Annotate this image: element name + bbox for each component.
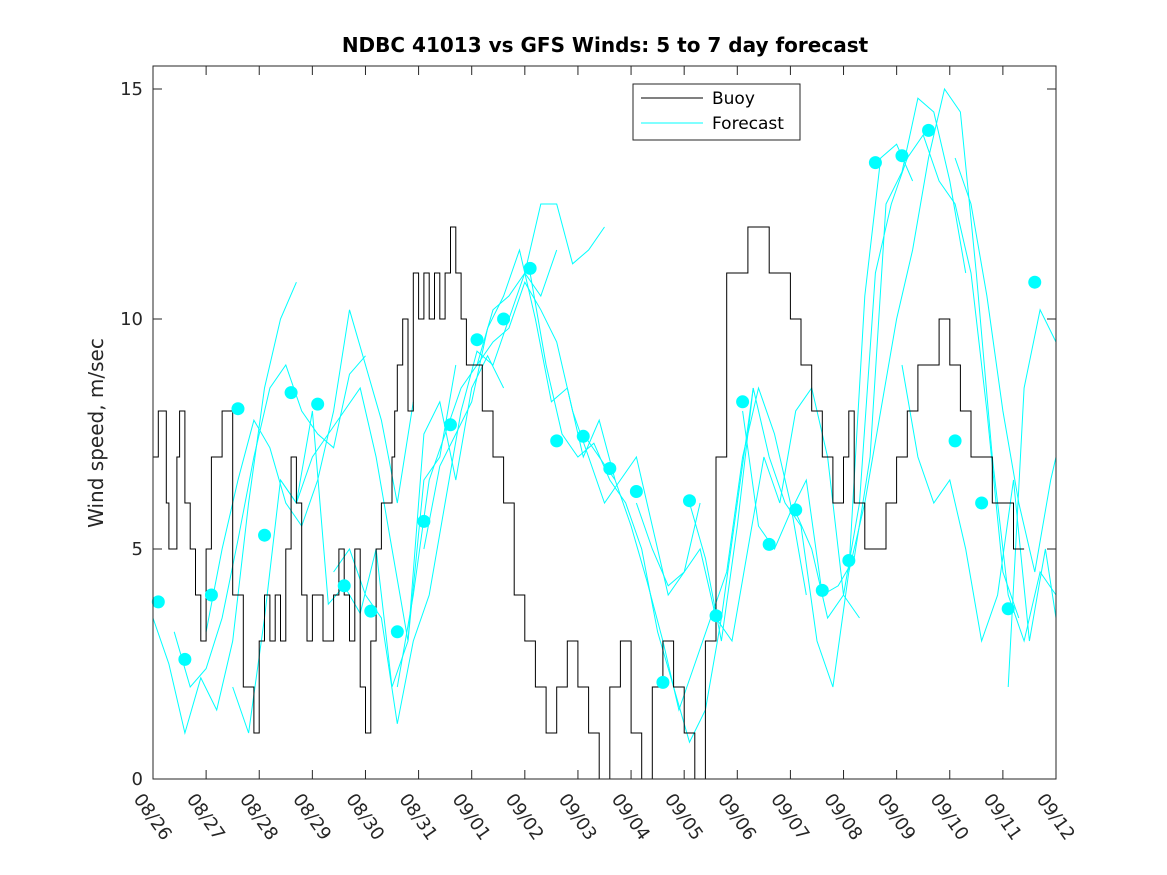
forecast-run-line-15 [848,87,1057,643]
forecast-point [576,429,590,443]
forecast-point [523,261,537,275]
forecast-run-line-6 [396,203,605,688]
buoy-series [153,226,1025,780]
forecast-point [868,156,882,170]
axes-box [152,65,1057,780]
forecast-point [975,496,989,510]
forecast-point [815,583,829,597]
forecast-run-line-17 [954,157,1057,573]
forecast-point [948,434,962,448]
forecast-point [922,123,936,137]
forecast-point [364,604,378,618]
forecast-point [284,386,298,400]
forecast-run-line-2 [205,309,414,632]
forecast-run-line-18 [1007,308,1057,688]
forecast-run-line-7 [423,248,616,550]
forecast-point [390,625,404,639]
forecast-point [762,537,776,551]
forecast-point [682,494,696,508]
y-tick-label: 10 [120,309,143,330]
legend-buoy-label: Buoy [712,89,755,109]
y-tick-label: 5 [132,539,143,560]
forecast-run-line-1 [173,355,366,689]
buoy-line [153,226,1025,780]
forecast-point [470,333,484,347]
forecast-run-line-5 [333,249,558,724]
forecast-point [603,462,617,475]
forecast-run-line-8 [476,281,701,597]
plot-area [153,66,1056,779]
forecast-point [1001,602,1015,616]
forecast-point [550,434,564,448]
forecast-point [231,402,245,416]
chart-title: NDBC 41013 vs GFS Winds: 5 to 7 day fore… [342,33,869,57]
forecast-run-line-9 [529,272,754,744]
forecast-run-line-12 [689,143,914,688]
legend-forecast-label: Forecast [712,114,784,134]
legend-box [632,83,801,141]
forecast-point [443,418,457,432]
forecast-point [497,312,511,326]
forecast-point [736,395,750,409]
y-axis-label: Wind speed, m/sec [84,338,108,528]
forecast-point [258,528,272,542]
y-tick-label: 0 [132,769,143,790]
forecast-run-line-16 [901,364,1057,643]
forecast-point [629,485,643,498]
forecast-point [417,514,431,528]
forecast-point [204,588,218,602]
legend: Buoy Forecast [632,83,801,141]
forecast-points [151,123,1042,689]
y-axis: 0 5 10 15 [120,79,1056,790]
y-tick-label: 15 [120,79,143,100]
forecast-point [789,503,803,517]
forecast-point [311,397,325,411]
forecast-point [656,675,670,689]
forecast-point [1028,275,1042,289]
forecast-point [709,609,723,623]
forecast-point [337,579,351,593]
forecast-run-line-3 [232,364,457,734]
forecast-point [842,554,856,567]
forecast-run-line-0 [152,282,297,735]
forecast-point [178,652,192,666]
forecast-point [151,595,165,609]
forecast-point [895,149,909,163]
forecast-run-line-10 [582,386,807,712]
